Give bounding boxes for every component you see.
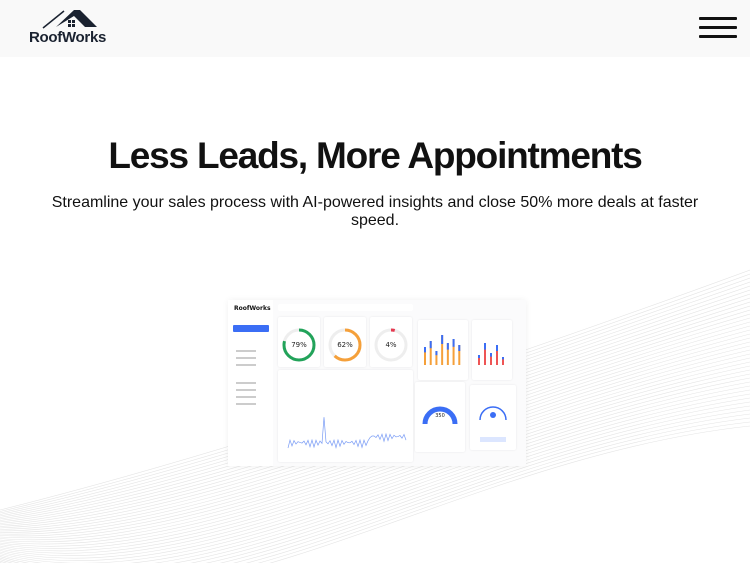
gauge-arc	[282, 328, 316, 362]
stats-card	[278, 370, 413, 462]
wave-line	[0, 405, 750, 563]
wave-line	[0, 397, 750, 563]
gauge-value: 62%	[337, 341, 353, 349]
bar	[496, 345, 498, 351]
bar-chart-card	[418, 320, 468, 380]
bar	[452, 339, 455, 347]
wave-line	[0, 409, 750, 563]
bar	[452, 339, 455, 365]
hero-subtitle: Streamline your sales process with AI-po…	[51, 194, 699, 229]
bar	[435, 351, 438, 356]
wave-line	[0, 337, 750, 537]
bar	[441, 335, 444, 365]
bar	[478, 355, 480, 358]
wave-line	[232, 413, 750, 563]
dashboard-preview-image: RoofWorks 79% 62% 4% 350	[228, 300, 526, 466]
wave-line	[0, 385, 750, 563]
wave-line	[0, 381, 750, 561]
bar	[478, 355, 480, 365]
bar	[484, 343, 486, 365]
wave-line	[269, 425, 750, 563]
gauge-arc	[374, 328, 408, 362]
bar	[424, 347, 426, 365]
roof-logo-icon	[42, 10, 97, 29]
wave-line	[0, 377, 750, 559]
hamburger-menu-button[interactable]	[699, 17, 737, 39]
gauge-card: 62%	[324, 317, 366, 367]
wave-line	[257, 421, 750, 563]
bar	[446, 343, 449, 365]
gauge-value: 79%	[291, 341, 307, 349]
gauge-card: 4%	[370, 317, 412, 367]
bar	[435, 351, 438, 365]
hero-title: Less Leads, More Appointments	[108, 135, 643, 176]
bar	[429, 341, 432, 349]
gauge-card: 79%	[278, 317, 320, 367]
wave-line	[0, 393, 750, 563]
dashboard-sidebar: RoofWorks	[228, 300, 273, 466]
logo-text: RoofWorks	[29, 29, 107, 46]
wave-line	[0, 345, 750, 541]
wave-line	[0, 357, 750, 547]
gauge-card	[470, 385, 516, 450]
bar	[424, 347, 426, 353]
bar	[502, 357, 504, 360]
wave-line	[0, 401, 750, 563]
wave-line	[0, 341, 750, 539]
header: RoofWorks	[0, 0, 750, 57]
wave-line	[0, 361, 750, 549]
big-gauge-card: 350	[415, 382, 465, 452]
bar	[429, 341, 432, 365]
sales-line	[287, 417, 407, 450]
bar	[458, 345, 461, 351]
wave-line	[0, 353, 750, 545]
bar	[490, 353, 492, 357]
dashboard-logo: RoofWorks	[234, 305, 271, 312]
bar-chart-card	[472, 320, 512, 380]
wave-line	[0, 389, 750, 563]
bar	[496, 345, 498, 365]
wave-line	[0, 349, 750, 543]
bar	[441, 335, 444, 344]
wave-line	[0, 365, 750, 552]
bar	[484, 343, 486, 350]
bar	[490, 353, 492, 365]
wave-line	[245, 417, 750, 563]
wave-line	[0, 369, 750, 554]
gauge-arc	[328, 328, 362, 362]
gauge-value: 4%	[385, 341, 397, 349]
bar	[458, 345, 461, 365]
bar	[446, 343, 449, 350]
wave-line	[0, 373, 750, 556]
bar	[502, 357, 504, 365]
logo[interactable]: RoofWorks	[29, 8, 115, 48]
